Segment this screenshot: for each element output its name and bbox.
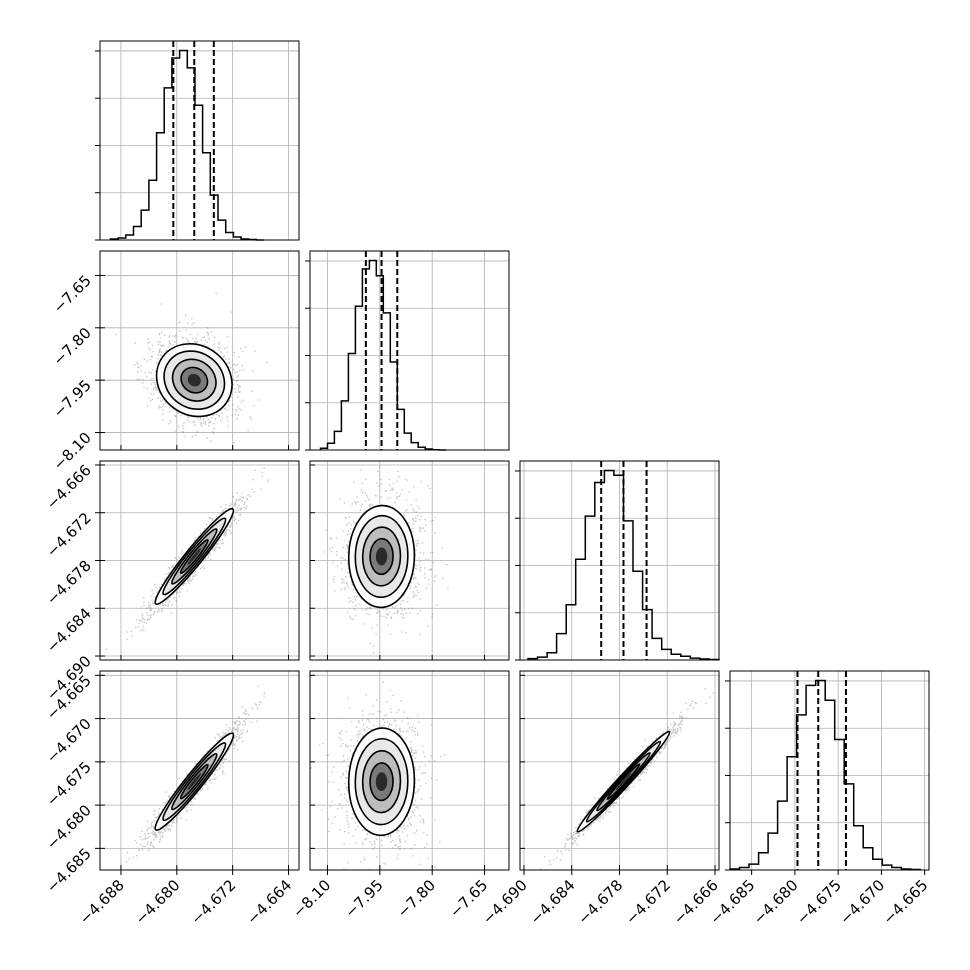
x-tick-label: −8.10 xyxy=(289,876,334,921)
panel-frame xyxy=(99,250,300,451)
panel-frame xyxy=(309,460,510,661)
density-layer xyxy=(125,685,266,863)
contour-line-1 xyxy=(162,742,227,822)
density-layer xyxy=(115,292,268,444)
contour-line-1 xyxy=(354,514,409,599)
contour-line-3 xyxy=(179,763,209,800)
contour-line-1 xyxy=(162,517,227,596)
panel-2d-3-2 xyxy=(519,670,720,871)
x-tick-label: −7.80 xyxy=(394,876,439,921)
contour-line-2 xyxy=(596,751,651,812)
contour-line-0 xyxy=(576,730,671,833)
y-tick-label: −4.685 xyxy=(43,844,95,896)
scatter-points xyxy=(115,292,268,444)
density-level-4 xyxy=(187,373,201,387)
y-tick-label: −7.95 xyxy=(50,376,95,421)
density-layer xyxy=(105,467,270,650)
panel-frame xyxy=(99,40,300,241)
panel-2d-3-0 xyxy=(99,670,300,871)
contour-line-2 xyxy=(361,750,402,814)
density-level-4 xyxy=(615,772,632,791)
contour-line-0 xyxy=(347,504,416,609)
contour-line-2 xyxy=(171,528,218,585)
density-level-4 xyxy=(375,547,388,566)
y-tick-label: −4.675 xyxy=(43,758,95,810)
histogram-step xyxy=(109,49,265,241)
x-tick-label: −4.680 xyxy=(132,876,184,928)
contour-line-3 xyxy=(180,366,209,394)
contour-line-3 xyxy=(179,538,209,574)
panel-frame xyxy=(309,670,510,871)
y-tick-label: −4.680 xyxy=(43,801,95,853)
density-layer xyxy=(540,688,715,870)
contour-line-2 xyxy=(171,752,218,811)
panel-hist-2 xyxy=(515,460,720,661)
panel-hist-1 xyxy=(305,250,510,451)
panel-frame xyxy=(519,460,720,661)
panel-2d-1-0 xyxy=(99,250,300,451)
y-tick-label: −4.678 xyxy=(43,557,95,609)
x-tick-label: −4.680 xyxy=(750,876,802,928)
panel-frame xyxy=(309,250,510,451)
x-tick-label: −4.665 xyxy=(880,876,932,928)
contour-line-0 xyxy=(155,343,233,418)
histogram-step xyxy=(319,259,447,451)
contour-line-0 xyxy=(154,732,235,831)
density-layer xyxy=(310,681,446,870)
y-tick-label: −4.684 xyxy=(43,604,95,656)
density-level-4 xyxy=(187,773,202,791)
histogram-step xyxy=(729,679,922,871)
contour-line-0 xyxy=(347,727,416,837)
x-tick-label: −4.664 xyxy=(243,876,295,928)
x-tick-label: −7.95 xyxy=(341,876,386,921)
panel-2d-2-0 xyxy=(99,460,300,661)
x-tick-label: −4.675 xyxy=(793,876,845,928)
x-tick-label: −4.672 xyxy=(622,876,674,928)
x-tick-label: −4.670 xyxy=(836,876,888,928)
panel-frame xyxy=(729,670,930,871)
y-tick-label: −4.672 xyxy=(43,509,95,561)
contour-line-1 xyxy=(163,350,226,411)
panel-2d-2-1 xyxy=(309,460,510,661)
y-tick-label: −7.80 xyxy=(50,324,95,369)
density-layer xyxy=(323,466,449,654)
x-tick-label: −4.684 xyxy=(527,876,579,928)
panel-hist-0 xyxy=(95,40,300,241)
contour-line-0 xyxy=(154,507,235,606)
panel-2d-3-1 xyxy=(309,670,510,871)
contour-line-2 xyxy=(361,526,402,587)
x-tick-label: −4.690 xyxy=(479,876,531,928)
density-level-4 xyxy=(375,772,388,792)
contour-line-1 xyxy=(585,740,662,823)
contour-line-2 xyxy=(171,358,217,402)
contour-line-3 xyxy=(369,537,394,576)
x-tick-label: −4.678 xyxy=(574,876,626,928)
y-tick-label: −7.65 xyxy=(50,272,95,317)
contour-line-3 xyxy=(606,763,641,801)
density-level-4 xyxy=(187,548,202,565)
x-tick-label: −4.672 xyxy=(188,876,240,928)
contour-line-3 xyxy=(369,762,394,802)
panel-frame xyxy=(99,670,300,871)
panel-hist-3 xyxy=(725,670,930,871)
y-tick-label: −4.666 xyxy=(43,461,95,513)
y-tick-label: −4.670 xyxy=(43,715,95,767)
contour-line-1 xyxy=(354,737,409,826)
x-tick-label: −4.688 xyxy=(76,876,128,928)
